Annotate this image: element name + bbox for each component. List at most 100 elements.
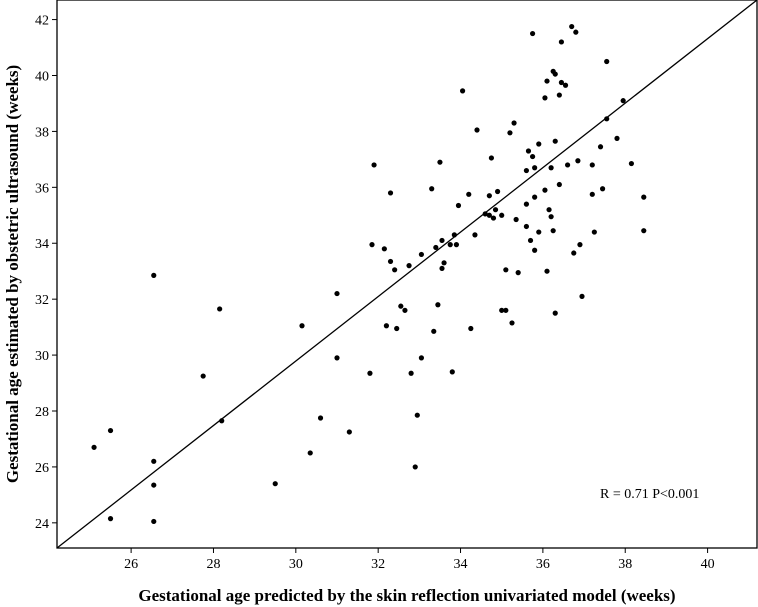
- data-point: [546, 207, 552, 213]
- data-point: [562, 82, 569, 88]
- data-point: [620, 98, 626, 104]
- data-point: [387, 190, 394, 196]
- data-point: [466, 191, 472, 197]
- data-point: [486, 193, 492, 199]
- data-point: [217, 306, 223, 312]
- data-point: [511, 120, 517, 126]
- data-point: [523, 223, 530, 230]
- data-point: [151, 518, 157, 525]
- data-point: [429, 186, 435, 192]
- data-point: [414, 412, 420, 418]
- data-point: [334, 290, 340, 297]
- data-point: [394, 325, 400, 332]
- data-point: [536, 229, 542, 235]
- data-point: [604, 116, 610, 122]
- reference-line: [56, 0, 758, 549]
- data-point: [523, 201, 530, 207]
- data-point: [523, 167, 530, 174]
- data-point: [369, 242, 375, 248]
- data-point: [597, 144, 604, 150]
- data-point: [488, 155, 495, 161]
- data-point: [550, 228, 556, 234]
- data-point: [439, 265, 445, 272]
- data-point: [151, 272, 157, 278]
- data-point: [532, 194, 538, 200]
- data-point: [641, 194, 647, 200]
- data-point: [299, 323, 305, 329]
- data-point: [556, 92, 562, 98]
- data-point: [507, 130, 513, 136]
- y-tick-label: 28: [35, 405, 49, 420]
- data-point: [431, 328, 437, 334]
- data-point: [575, 158, 581, 164]
- x-tick-label: 36: [536, 557, 550, 572]
- data-point: [272, 481, 278, 487]
- data-point: [571, 250, 577, 256]
- data-point: [515, 270, 521, 276]
- data-point: [552, 71, 558, 77]
- x-tick-label: 32: [371, 557, 385, 572]
- y-tick-label: 36: [35, 181, 49, 196]
- y-tick-label: 32: [35, 293, 49, 308]
- x-axis: 26 28 30 32 34 36 38 40: [124, 548, 715, 572]
- data-point: [346, 429, 352, 435]
- data-point: [437, 159, 443, 165]
- data-point: [499, 212, 505, 218]
- data-point: [564, 162, 571, 168]
- x-tick-label: 26: [124, 557, 138, 572]
- data-point: [449, 369, 455, 375]
- data-point: [367, 370, 373, 376]
- data-point: [435, 302, 441, 308]
- data-point: [451, 232, 457, 238]
- data-point: [408, 370, 414, 376]
- data-point: [494, 188, 501, 195]
- data-point: [381, 246, 387, 252]
- data-point: [402, 307, 408, 313]
- data-point: [472, 232, 478, 238]
- data-point: [529, 153, 536, 160]
- x-tick-label: 40: [701, 557, 715, 572]
- data-point: [641, 228, 647, 234]
- data-point: [107, 427, 114, 434]
- data-point: [492, 207, 499, 213]
- y-axis-label: Gestational age estimated by obstetric u…: [3, 65, 22, 483]
- data-point: [552, 310, 558, 316]
- data-point: [441, 260, 447, 266]
- data-point: [591, 229, 597, 235]
- data-point: [91, 444, 97, 450]
- data-point: [334, 355, 340, 361]
- data-point: [529, 30, 536, 37]
- plot-frame: [56, 0, 758, 549]
- data-point: [527, 237, 534, 244]
- data-point: [503, 267, 509, 273]
- y-axis: 24 26 28 30 32 34 36 38 40 42: [35, 14, 57, 532]
- data-point: [486, 212, 492, 218]
- data-point: [544, 268, 550, 274]
- data-points: [91, 23, 647, 525]
- y-tick-label: 24: [35, 517, 49, 532]
- data-point: [589, 162, 595, 168]
- y-tick-label: 26: [35, 461, 49, 476]
- data-point: [499, 307, 505, 313]
- data-point: [548, 214, 554, 220]
- data-point: [573, 29, 579, 35]
- data-point: [307, 450, 313, 456]
- data-point: [383, 323, 390, 329]
- y-tick-label: 30: [35, 349, 49, 364]
- data-point: [579, 293, 585, 299]
- data-point: [552, 138, 558, 144]
- y-tick-label: 34: [35, 237, 49, 252]
- data-point: [219, 418, 225, 424]
- y-tick-label: 40: [35, 69, 49, 84]
- data-point: [532, 247, 538, 253]
- data-point: [532, 165, 538, 171]
- data-point: [490, 215, 497, 221]
- data-point: [556, 181, 562, 188]
- y-tick-label: 42: [35, 14, 49, 29]
- x-tick-label: 34: [454, 557, 468, 572]
- data-point: [525, 148, 532, 154]
- data-point: [387, 258, 394, 265]
- data-point: [392, 267, 398, 273]
- data-point: [107, 516, 114, 522]
